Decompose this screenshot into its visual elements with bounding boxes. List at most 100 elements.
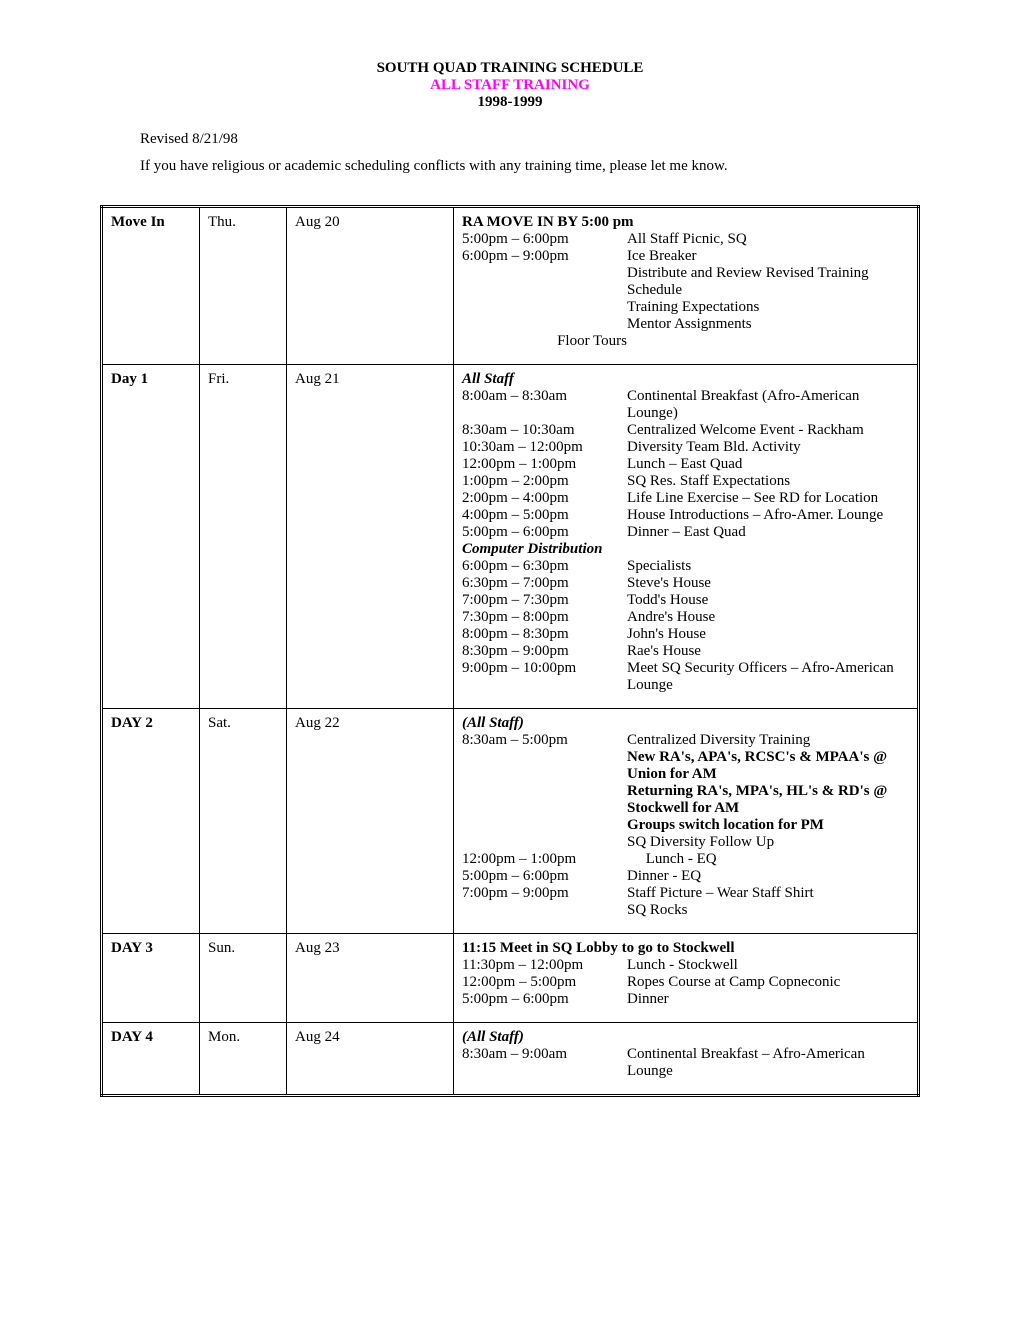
entry-desc: Specialists <box>627 558 909 575</box>
entry-time <box>462 783 627 817</box>
day-label: Day 1 <box>102 365 200 709</box>
schedule-entry: Floor Tours <box>462 333 909 350</box>
entry-desc: Distribute and Review Revised Training S… <box>627 265 909 299</box>
entry-time <box>462 316 627 333</box>
title-line-1: SOUTH QUAD TRAINING SCHEDULE <box>100 60 920 77</box>
schedule-entry: 7:30pm – 8:00pmAndre's House <box>462 609 909 626</box>
schedule-entry: Returning RA's, MPA's, HL's & RD's @ Sto… <box>462 783 909 817</box>
schedule-entry: 8:30pm – 9:00pmRae's House <box>462 643 909 660</box>
entry-desc: Andre's House <box>627 609 909 626</box>
schedule-entry: Mentor Assignments <box>462 316 909 333</box>
entry-desc: Steve's House <box>627 575 909 592</box>
entry-desc: New RA's, APA's, RCSC's & MPAA's @ Union… <box>627 749 909 783</box>
entry-time: 11:30pm – 12:00pm <box>462 957 627 974</box>
table-row: Move InThu.Aug 20RA MOVE IN BY 5:00 pm5:… <box>102 207 919 365</box>
entry-time: 5:00pm – 6:00pm <box>462 231 627 248</box>
date: Aug 22 <box>287 709 454 934</box>
schedule-entry: 11:30pm – 12:00pmLunch - Stockwell <box>462 957 909 974</box>
date: Aug 24 <box>287 1023 454 1096</box>
entry-time <box>462 749 627 783</box>
entry-time: 6:30pm – 7:00pm <box>462 575 627 592</box>
entry-time: 8:30pm – 9:00pm <box>462 643 627 660</box>
date: Aug 20 <box>287 207 454 365</box>
schedule-entry: 4:00pm – 5:00pmHouse Introductions – Afr… <box>462 507 909 524</box>
entry-desc: Returning RA's, MPA's, HL's & RD's @ Sto… <box>627 783 909 817</box>
schedule-entry: SQ Rocks <box>462 902 909 919</box>
entry-desc: Dinner <box>627 991 909 1008</box>
cell-header: 11:15 Meet in SQ Lobby to go to Stockwel… <box>462 940 909 957</box>
cell-header: (All Staff) <box>462 715 909 732</box>
entry-desc: Staff Picture – Wear Staff Shirt <box>627 885 909 902</box>
entry-time: 6:00pm – 6:30pm <box>462 558 627 575</box>
title-block: SOUTH QUAD TRAINING SCHEDULE ALL STAFF T… <box>100 60 920 111</box>
entry-desc: All Staff Picnic, SQ <box>627 231 909 248</box>
schedule-cell: RA MOVE IN BY 5:00 pm5:00pm – 6:00pmAll … <box>454 207 919 365</box>
day-of-week: Mon. <box>200 1023 287 1096</box>
entry-desc: Continental Breakfast (Afro-American Lou… <box>627 388 909 422</box>
entry-desc: Dinner – East Quad <box>627 524 909 541</box>
schedule-entry: Distribute and Review Revised Training S… <box>462 265 909 299</box>
schedule-entry: New RA's, APA's, RCSC's & MPAA's @ Union… <box>462 749 909 783</box>
schedule-entry: 9:00pm – 10:00pmMeet SQ Security Officer… <box>462 660 909 694</box>
entry-desc: Ice Breaker <box>627 248 909 265</box>
schedule-entry: Groups switch location for PM <box>462 817 909 834</box>
schedule-entry: 7:00pm – 7:30pmTodd's House <box>462 592 909 609</box>
entry-desc: Training Expectations <box>627 299 909 316</box>
entry-desc: SQ Res. Staff Expectations <box>627 473 909 490</box>
entry-desc: SQ Diversity Follow Up <box>627 834 909 851</box>
entry-desc <box>672 333 909 350</box>
schedule-entry: 12:00pm – 5:00pmRopes Course at Camp Cop… <box>462 974 909 991</box>
entry-time: 8:00pm – 8:30pm <box>462 626 627 643</box>
entry-time: 7:30pm – 8:00pm <box>462 609 627 626</box>
schedule-entry: 8:00am – 8:30amContinental Breakfast (Af… <box>462 388 909 422</box>
entry-desc: Dinner - EQ <box>627 868 909 885</box>
entry-time: 8:30am – 10:30am <box>462 422 627 439</box>
entry-desc: Life Line Exercise – See RD for Location <box>627 490 909 507</box>
entry-desc: Mentor Assignments <box>627 316 909 333</box>
schedule-entry: 5:00pm – 6:00pmAll Staff Picnic, SQ <box>462 231 909 248</box>
table-row: Day 1Fri.Aug 21All Staff8:00am – 8:30amC… <box>102 365 919 709</box>
schedule-entry: 8:00pm – 8:30pmJohn's House <box>462 626 909 643</box>
schedule-entry: 8:30am – 9:00amContinental Breakfast – A… <box>462 1046 909 1080</box>
entry-time: 4:00pm – 5:00pm <box>462 507 627 524</box>
table-row: DAY 2Sat.Aug 22(All Staff)8:30am – 5:00p… <box>102 709 919 934</box>
entry-time: 1:00pm – 2:00pm <box>462 473 627 490</box>
schedule-entry: 6:00pm – 9:00pmIce Breaker <box>462 248 909 265</box>
entry-time: 5:00pm – 6:00pm <box>462 991 627 1008</box>
entry-desc: Diversity Team Bld. Activity <box>627 439 909 456</box>
entry-time: 5:00pm – 6:00pm <box>462 868 627 885</box>
schedule-entry: 12:00pm – 1:00pm Lunch - EQ <box>462 851 909 868</box>
schedule-cell: All Staff8:00am – 8:30amContinental Brea… <box>454 365 919 709</box>
schedule-entry: 5:00pm – 6:00pmDinner <box>462 991 909 1008</box>
revised-date: Revised 8/21/98 <box>140 131 920 148</box>
schedule-entry: 5:00pm – 6:00pmDinner - EQ <box>462 868 909 885</box>
entry-time: 9:00pm – 10:00pm <box>462 660 627 694</box>
entry-time: 12:00pm – 5:00pm <box>462 974 627 991</box>
entry-desc: House Introductions – Afro-Amer. Lounge <box>627 507 909 524</box>
day-label: DAY 3 <box>102 934 200 1023</box>
entry-time <box>462 817 627 834</box>
entry-time: 8:30am – 5:00pm <box>462 732 627 749</box>
entry-desc: Groups switch location for PM <box>627 817 909 834</box>
schedule-table: Move InThu.Aug 20RA MOVE IN BY 5:00 pm5:… <box>100 205 920 1097</box>
entry-desc: Ropes Course at Camp Copneconic <box>627 974 909 991</box>
table-row: DAY 3Sun.Aug 23 11:15 Meet in SQ Lobby to… <box>102 934 919 1023</box>
schedule-entry: SQ Diversity Follow Up <box>462 834 909 851</box>
entry-time: 8:30am – 9:00am <box>462 1046 627 1080</box>
entry-desc: Lunch - EQ <box>627 851 909 868</box>
entry-time <box>462 265 627 299</box>
schedule-cell: 11:15 Meet in SQ Lobby to go to Stockwel… <box>454 934 919 1023</box>
day-of-week: Sun. <box>200 934 287 1023</box>
date: Aug 23 <box>287 934 454 1023</box>
entry-desc: Lunch – East Quad <box>627 456 909 473</box>
schedule-entry: 6:00pm – 6:30pmSpecialists <box>462 558 909 575</box>
conflict-note: If you have religious or academic schedu… <box>140 158 920 175</box>
schedule-entry: Training Expectations <box>462 299 909 316</box>
entry-desc: Todd's House <box>627 592 909 609</box>
entry-time: 6:00pm – 9:00pm <box>462 248 627 265</box>
entry-desc: John's House <box>627 626 909 643</box>
schedule-entry: 6:30pm – 7:00pmSteve's House <box>462 575 909 592</box>
day-of-week: Thu. <box>200 207 287 365</box>
entry-desc: Meet SQ Security Officers – Afro-America… <box>627 660 909 694</box>
entry-desc: SQ Rocks <box>627 902 909 919</box>
